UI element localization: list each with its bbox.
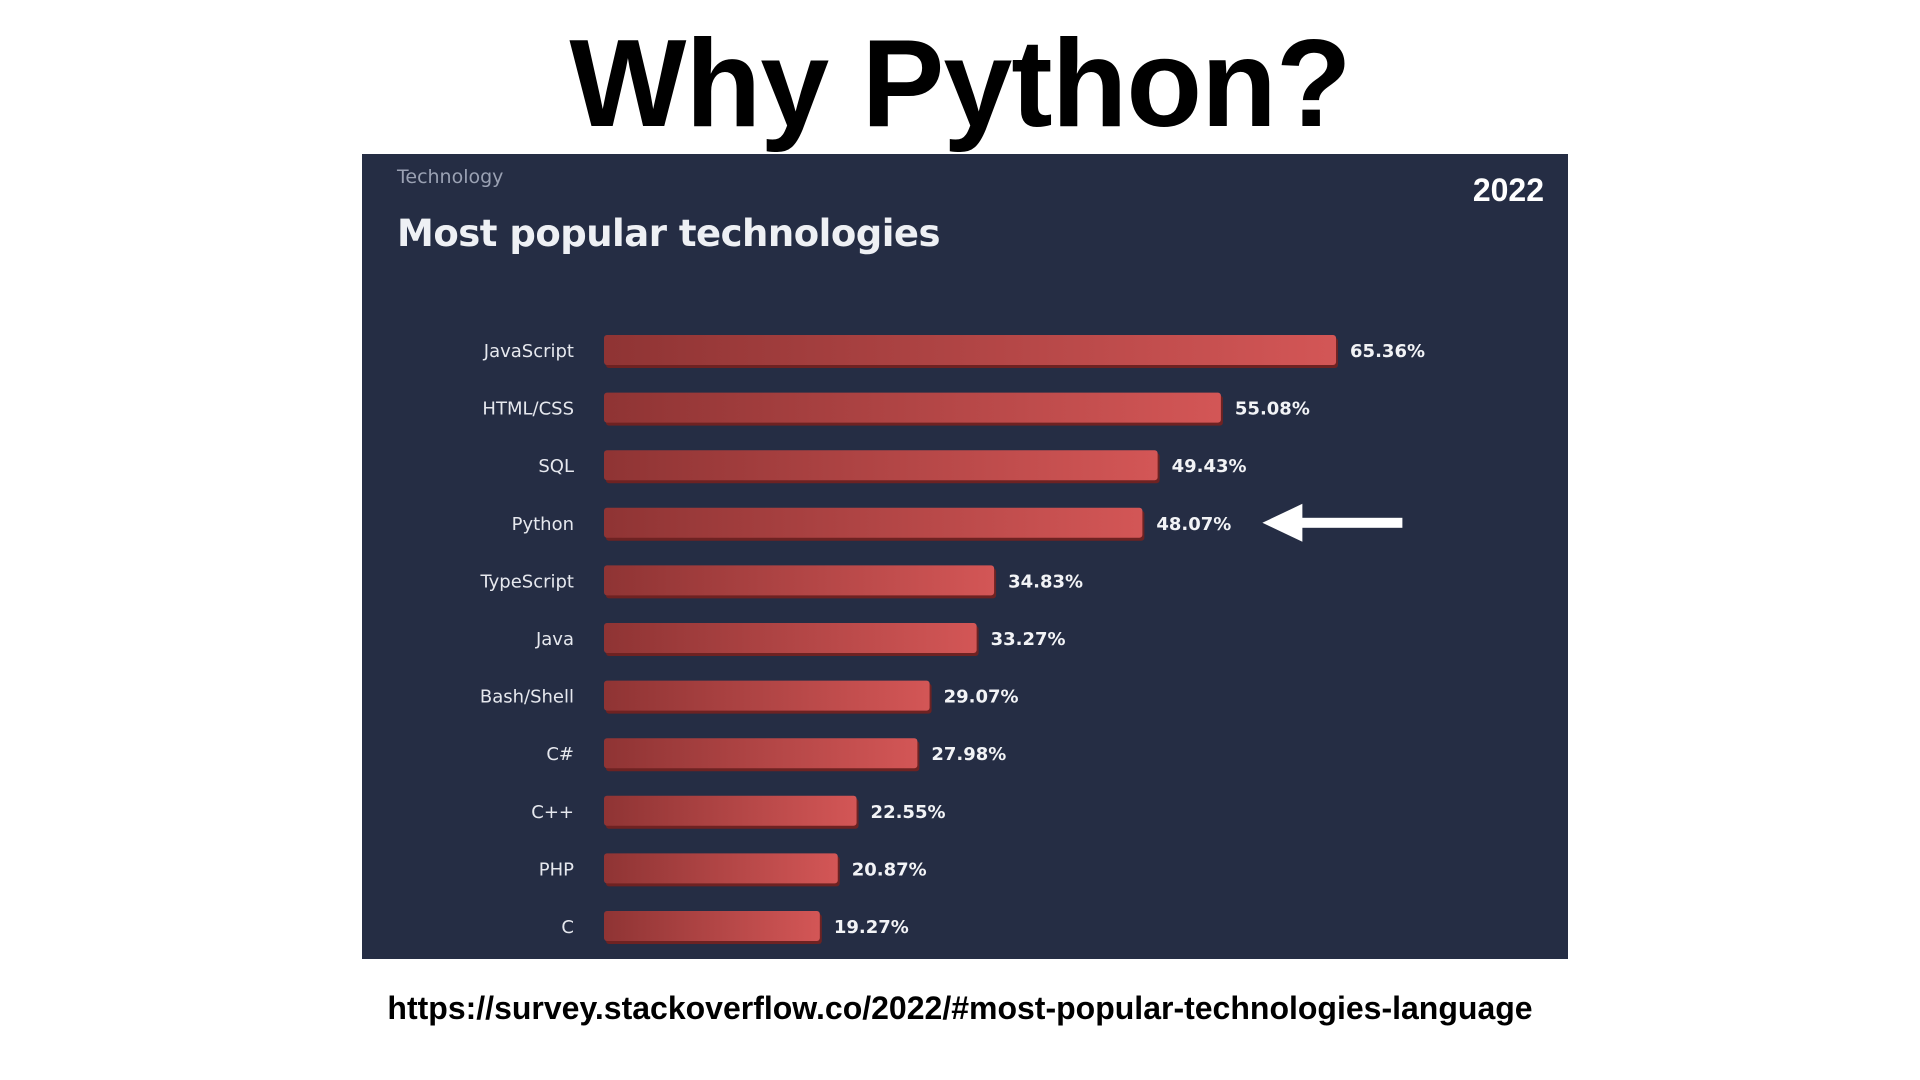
category-label-bash-shell: Bash/Shell: [480, 687, 574, 708]
source-link[interactable]: https://survey.stackoverflow.co/2022/#mo…: [387, 990, 1533, 1026]
value-label-c: 19.27%: [834, 917, 909, 938]
chart-panel: Technology 2022 Most popular technologie…: [362, 154, 1568, 959]
year-badge: 2022: [1472, 172, 1544, 208]
category-label-c: C: [561, 917, 574, 938]
bar-typescript: [604, 565, 995, 596]
arrow-head: [1262, 503, 1303, 542]
value-label-c-sharp: 27.98%: [931, 744, 1006, 765]
value-label-php: 20.87%: [852, 859, 927, 880]
category-label-sql: SQL: [538, 456, 574, 477]
bar-java: [604, 623, 977, 653]
bar-bash-shell: [604, 680, 930, 711]
category-label-javascript: JavaScript: [483, 341, 574, 362]
value-label-python: 48.07%: [1156, 514, 1231, 535]
bar-php: [604, 853, 838, 884]
bar-html-css: [604, 392, 1221, 423]
bar-chart: JavaScript 65.36% HTML/CSS 55.08% SQL 49.43% P…: [479, 335, 1425, 944]
highlight-arrow-icon: [1262, 503, 1403, 542]
value-label-sql: 49.43%: [1172, 456, 1247, 477]
slide-title: Why Python?: [569, 15, 1351, 153]
value-label-bash-shell: 29.07%: [944, 687, 1019, 708]
category-label-c-sharp: C#: [546, 744, 574, 765]
bars-layer: JavaScript 65.36% HTML/CSS 55.08% SQL 49.43% P…: [479, 335, 1425, 944]
value-label-javascript: 65.36%: [1350, 341, 1425, 362]
category-label-python: Python: [512, 514, 574, 535]
bar-c: [604, 911, 820, 941]
arrow-shaft: [1292, 517, 1403, 528]
bar-python: [604, 507, 1143, 538]
bar-sql: [604, 450, 1158, 481]
section-label: Technology: [397, 166, 504, 188]
category-label-typescript: TypeScript: [479, 571, 574, 592]
category-label-html-css: HTML/CSS: [482, 399, 574, 420]
chart-title: Most popular technologies: [397, 212, 941, 255]
category-label-java: Java: [535, 629, 574, 650]
value-label-html-css: 55.08%: [1235, 399, 1310, 420]
category-label-php: PHP: [539, 859, 574, 880]
bar-cpp: [604, 795, 857, 826]
value-label-typescript: 34.83%: [1008, 571, 1083, 592]
value-label-cpp: 22.55%: [871, 802, 946, 823]
bar-c-sharp: [604, 738, 918, 769]
bar-javascript: [604, 335, 1337, 365]
value-label-java: 33.27%: [991, 629, 1066, 650]
category-label-cpp: C++: [531, 802, 574, 823]
